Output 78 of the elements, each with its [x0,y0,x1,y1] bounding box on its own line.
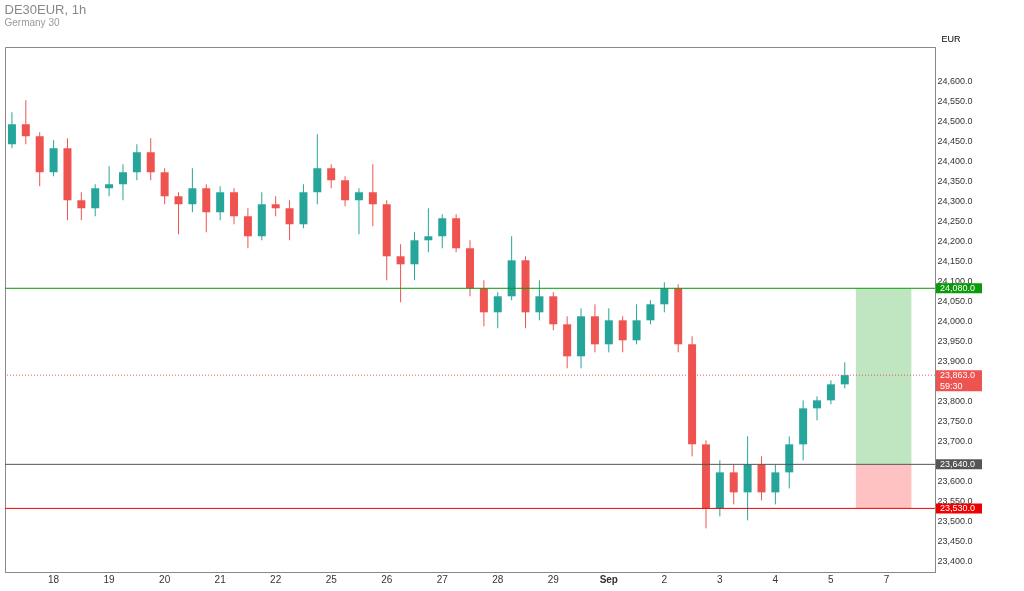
x-tick-label: 4 [772,573,779,585]
y-tick-label: 23,450.0 [937,535,973,546]
y-tick-label: 23,500.0 [937,515,973,526]
candlestick [535,279,544,321]
candlestick [327,163,336,189]
candlestick [646,299,655,325]
x-tick-label: 27 [436,573,449,585]
chart-title: DE30EUR, 1h [4,2,87,17]
candlestick [77,191,86,221]
candlestick [618,315,627,353]
ref-line-label: 23,530.0 [940,503,976,514]
ref-line-label: 23,863.0 [940,370,976,381]
y-axis-title: EUR [941,33,961,44]
x-tick-label: 20 [159,573,171,585]
x-tick-label: 29 [547,573,560,585]
candlestick [21,99,30,145]
candlestick [216,185,225,221]
candlestick [146,137,155,181]
candlestick [729,463,738,505]
candlestick [424,207,433,253]
candlestick [188,167,197,213]
y-tick-label: 24,300.0 [937,195,973,206]
x-tick-label: 25 [325,573,338,585]
x-tick-label: 22 [270,573,282,585]
y-tick-label: 23,750.0 [937,415,973,426]
candlestick [354,187,363,235]
candlestick [368,163,377,227]
ref-line-label: 23,640.0 [940,459,976,470]
x-tick-label: 2 [661,573,668,585]
chart-subtitle: Germany 30 [4,17,60,28]
ref-line-label: 24,080.0 [940,283,976,294]
y-tick-label: 24,400.0 [937,155,973,166]
x-tick-label: 28 [492,573,504,585]
y-tick-label: 23,950.0 [937,335,973,346]
candlestick [7,111,16,149]
y-tick-label: 24,600.0 [937,75,973,86]
x-tick-label: 3 [717,573,724,585]
candlestick [840,361,849,389]
candlestick [271,195,280,217]
candlestick [230,187,239,225]
candlestick [132,143,141,181]
y-tick-label: 24,550.0 [937,95,973,106]
candlestick [396,243,405,303]
text: 59:30 [940,381,963,392]
candlestick [341,175,350,207]
y-tick-label: 24,000.0 [937,315,973,326]
y-tick-label: 24,050.0 [937,295,973,306]
candlestick [105,165,114,197]
candlestick [91,183,100,217]
y-tick-label: 23,600.0 [937,475,973,486]
y-tick-label: 24,350.0 [937,175,973,186]
x-tick-label: 18 [48,573,60,585]
x-tick-label: Sep [599,573,618,585]
candlestick [285,199,294,241]
x-tick-label: 26 [381,573,393,585]
candlestick [771,463,780,505]
y-tick-label: 24,250.0 [937,215,973,226]
candlestick [438,213,447,249]
y-tick-label: 23,800.0 [937,395,973,406]
candlestick [826,379,835,405]
y-tick-label: 23,900.0 [937,355,973,366]
candlestick [174,191,183,235]
x-tick-label: 5 [828,573,835,585]
x-tick-label: 19 [103,573,116,585]
y-tick-label: 23,400.0 [937,555,973,566]
candlestick [243,207,252,249]
x-tick-label: 21 [214,573,227,585]
candlestick [660,281,669,313]
candlestick [118,163,127,201]
candlestick [493,291,502,329]
y-tick-label: 24,150.0 [937,255,973,266]
y-tick-label: 24,500.0 [937,115,973,126]
y-tick-label: 24,450.0 [937,135,973,146]
y-tick-label: 24,200.0 [937,235,973,246]
y-tick-label: 23,700.0 [937,435,973,446]
candlestick [632,303,641,345]
x-tick-label: 7 [883,573,890,585]
candlestick [813,395,822,421]
